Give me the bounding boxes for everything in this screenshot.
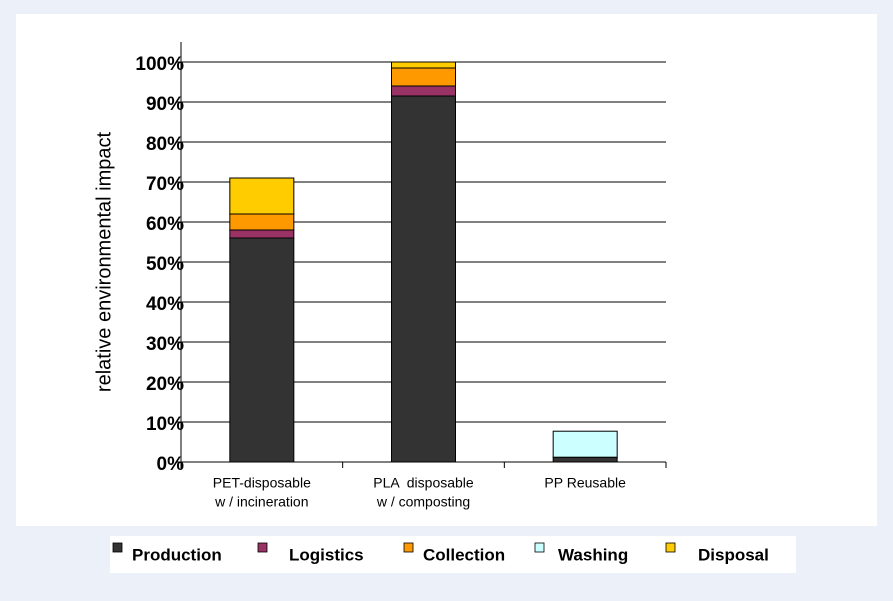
- y-tick-label: 30%: [146, 334, 184, 355]
- bar-segment: [391, 95, 456, 463]
- y-tick-label: 40%: [146, 294, 184, 315]
- bar-segment: [391, 67, 456, 87]
- y-axis-label: relative environmental impact: [93, 132, 115, 393]
- bar-segment: [229, 177, 295, 215]
- legend-marker: [403, 542, 414, 553]
- y-tick-label: 100%: [135, 54, 184, 75]
- legend-marker: [665, 542, 676, 553]
- x-tick-label: w / incineration: [214, 494, 308, 510]
- bar-segment: [552, 430, 618, 458]
- legend-label: Collection: [423, 545, 505, 564]
- y-tick-label: 60%: [146, 214, 184, 235]
- legend-marker: [112, 542, 123, 553]
- y-tick-label: 10%: [146, 414, 184, 435]
- legend-label: Washing: [558, 545, 628, 564]
- bar-segment: [552, 456, 618, 463]
- bar-segment: [391, 61, 456, 69]
- bar-segment: [229, 229, 295, 239]
- y-tick-label: 80%: [146, 134, 184, 155]
- y-tick-label: 20%: [146, 374, 184, 395]
- legend-marker: [257, 542, 268, 553]
- legend-marker: [534, 542, 545, 553]
- y-tick-label: 0%: [157, 454, 185, 475]
- y-tick-label: 70%: [146, 174, 184, 195]
- legend-label: Production: [132, 545, 222, 564]
- bar-segment: [229, 237, 295, 463]
- x-tick-label: PLA disposable: [373, 475, 474, 491]
- legend-box: [110, 536, 796, 573]
- y-tick-label: 90%: [146, 94, 184, 115]
- x-tick-label: w / composting: [376, 494, 470, 510]
- x-tick-label: PET-disposable: [213, 475, 311, 491]
- legend-label: Logistics: [289, 545, 364, 564]
- x-tick-label: PP Reusable: [544, 475, 626, 491]
- bar-segment: [229, 213, 295, 231]
- bar-segment: [391, 85, 456, 97]
- legend-label: Disposal: [698, 545, 769, 564]
- y-tick-label: 50%: [146, 254, 184, 275]
